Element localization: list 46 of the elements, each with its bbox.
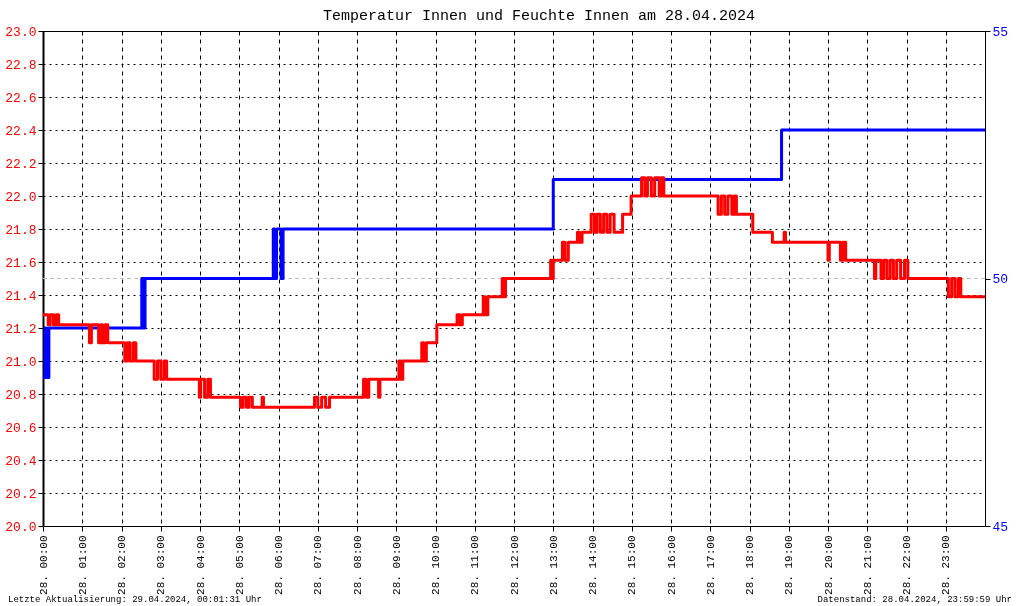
y-tick-label: 21.0 [5, 354, 37, 370]
y-tick-label: 20.0 [5, 519, 37, 535]
text: Letzte Aktualisierung: 29.04.2024, 00:01:31 Uhr [8, 595, 262, 605]
y2-tick-label: 45 [992, 519, 1009, 535]
y-tick-label: 20.2 [5, 486, 37, 502]
x-tick-label: 28. 04:00 [194, 535, 207, 595]
x-tick-label: 28. 23:00 [940, 535, 953, 595]
x-tick-label: 28. 16:00 [665, 535, 678, 595]
y-tick-label: 23.0 [5, 24, 37, 40]
y-tick-label: 20.6 [5, 420, 37, 436]
x-tick-label: 28. 01:00 [76, 535, 89, 595]
x-tick-label: 28. 03:00 [155, 535, 168, 595]
y2-tick-label: 50 [992, 272, 1009, 287]
x-tick-label: 28. 08:00 [351, 535, 364, 595]
y-tick-label: 20.4 [5, 453, 37, 469]
x-tick-label: 28. 07:00 [312, 535, 325, 595]
x-tick-label: 28. 17:00 [704, 535, 717, 595]
x-tick-label: 28. 10:00 [430, 535, 442, 595]
y-tick-label: 20.8 [5, 387, 37, 403]
x-tick-label: 28. 13:00 [547, 535, 560, 595]
x-tick-label: 28. 18:00 [744, 535, 756, 595]
y-tick-label: 22.2 [5, 156, 37, 172]
x-tick-label: 28. 19:00 [783, 535, 796, 595]
x-tick-label: 28. 11:00 [469, 535, 482, 595]
y-tick-label: 22.0 [5, 189, 37, 205]
y-tick-label: 21.8 [5, 222, 37, 238]
x-tick-label: 28. 12:00 [508, 535, 521, 595]
x-tick-label: 28. 14:00 [587, 535, 599, 595]
chart-title: Temperatur Innen und Feuchte Innen am 28.04.2024 [322, 8, 756, 25]
x-tick-label: 28. 15:00 [626, 535, 639, 595]
text: Datenstand: 28.04.2024, 23:59:59 Uhr [817, 595, 1012, 605]
y-tick-label: 21.4 [5, 288, 37, 304]
x-tick-label: 28. 21:00 [861, 535, 874, 595]
y-tick-label: 22.8 [5, 57, 37, 73]
y-tick-label: 21.2 [5, 321, 37, 337]
x-tick-label: 28. 00:00 [37, 535, 50, 595]
x-tick-label: 28. 05:00 [233, 535, 246, 595]
x-tick-label: 28. 22:00 [901, 535, 913, 595]
x-tick-label: 28. 02:00 [116, 535, 128, 595]
y-tick-label: 21.6 [5, 255, 37, 271]
y-tick-label: 22.6 [5, 90, 37, 106]
x-tick-label: 28. 09:00 [390, 535, 403, 595]
y-tick-label: 22.4 [5, 123, 37, 139]
y2-tick-label: 55 [992, 24, 1009, 40]
x-tick-label: 28. 06:00 [273, 535, 285, 595]
x-tick-label: 28. 20:00 [822, 535, 835, 595]
